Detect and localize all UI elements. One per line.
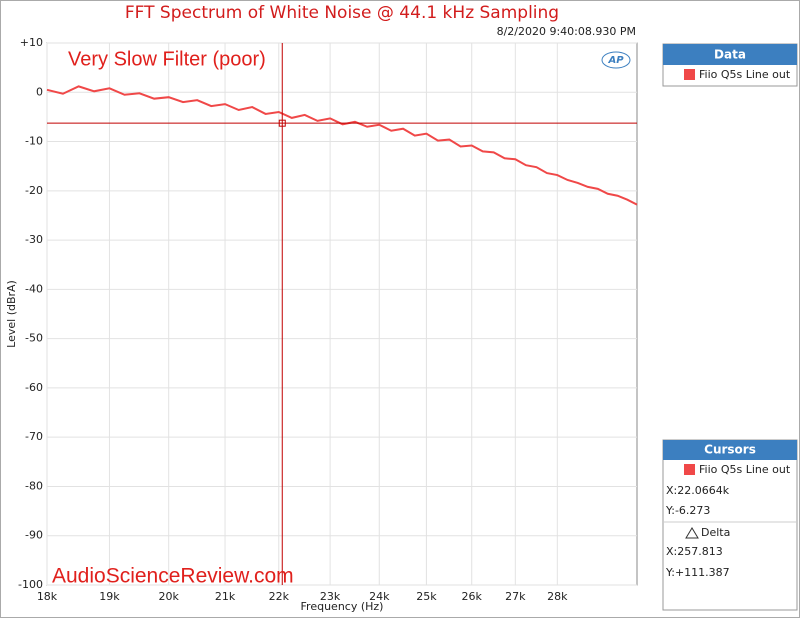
y-tick-label: 0 (36, 85, 43, 98)
x-tick-label: 20k (159, 590, 180, 603)
x-tick-label: 27k (505, 590, 526, 603)
x-tick-label: 24k (369, 590, 390, 603)
x-tick-label: 21k (215, 590, 236, 603)
x-tick-label: 28k (547, 590, 568, 603)
y-tick-label: -10 (25, 135, 43, 148)
y-tick-label: -60 (25, 381, 43, 394)
watermark: AudioScienceReview.com (52, 565, 294, 588)
x-tick-label: 22k (269, 590, 290, 603)
y-tick-label: -40 (25, 282, 43, 295)
x-tick-label: 18k (37, 590, 58, 603)
delta-icon (685, 527, 699, 539)
chart-title: FFT Spectrum of White Noise @ 44.1 kHz S… (125, 3, 559, 23)
timestamp: 8/2/2020 9:40:08.930 PM (497, 25, 636, 38)
y-tick-label: -90 (25, 529, 43, 542)
cursor-header (663, 440, 797, 460)
legend-title: Data (714, 48, 746, 62)
y-tick-label: +10 (20, 36, 43, 49)
delta-x: X:257.813 (666, 545, 723, 558)
y-tick-label: -50 (25, 332, 43, 345)
x-tick-label: 23k (320, 590, 341, 603)
annotation: Very Slow Filter (poor) (68, 48, 266, 70)
cursor-series: Fiio Q5s Line out (699, 463, 791, 476)
y-tick-label: -100 (18, 578, 43, 591)
legend-label: Fiio Q5s Line out (699, 68, 791, 81)
legend-swatch (684, 69, 695, 80)
delta-label: Delta (701, 526, 730, 539)
x-axis-label: Frequency (Hz) (301, 600, 384, 613)
plot-area (46, 42, 638, 586)
x-tick-label: 19k (99, 590, 120, 603)
y-tick-label: -80 (25, 479, 43, 492)
delta-y: Y:+111.387 (665, 566, 730, 579)
x-tick-label: 26k (462, 590, 483, 603)
x-tick-label: 25k (416, 590, 437, 603)
y-axis-label: Level (dBrA) (5, 280, 18, 348)
legend-header (663, 44, 797, 65)
cursor-title: Cursors (704, 443, 756, 457)
y-tick-label: -20 (25, 184, 43, 197)
cursor-y: Y:-6.273 (665, 504, 710, 517)
y-tick-label: -30 (25, 233, 43, 246)
logo-ring (601, 51, 631, 69)
cursor-x: X:22.0664k (666, 484, 730, 497)
y-tick-label: -70 (25, 430, 43, 443)
series-line (46, 85, 638, 206)
logo: AP (607, 55, 624, 66)
cursor-point (278, 119, 286, 127)
cursor-swatch (684, 464, 695, 475)
